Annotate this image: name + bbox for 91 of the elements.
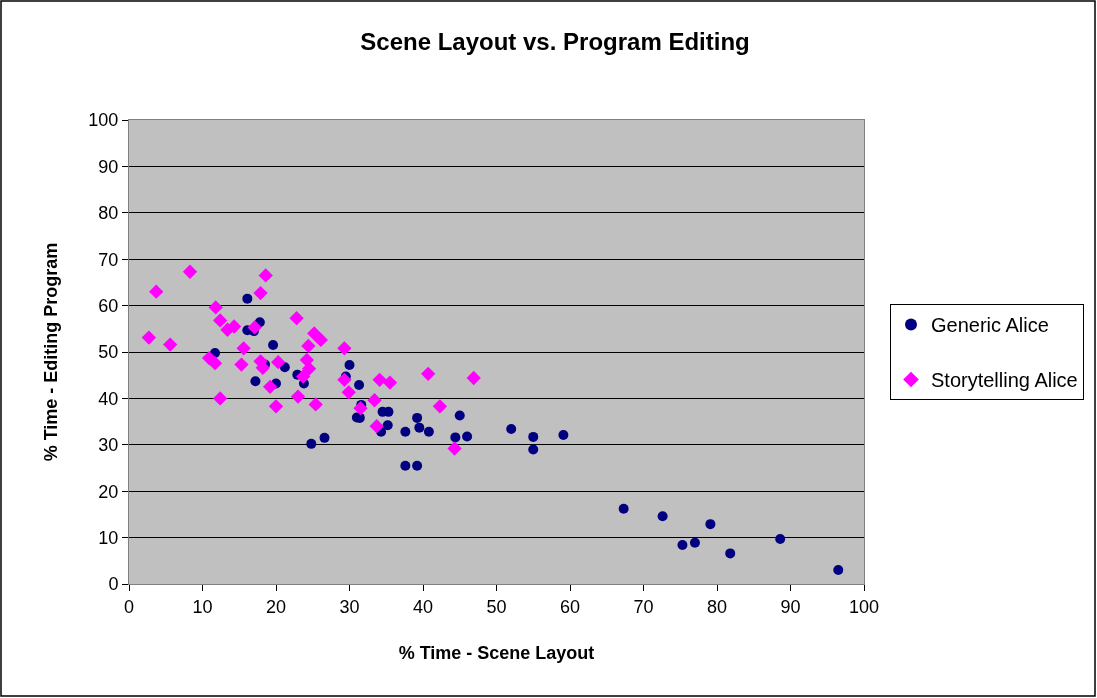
point [354, 379, 365, 390]
y-tick-label: 60 [98, 295, 119, 316]
point [506, 424, 517, 435]
point [382, 420, 393, 431]
point [208, 300, 223, 315]
point [344, 359, 355, 370]
x-tick-label: 20 [265, 596, 287, 617]
point [528, 444, 539, 455]
point [412, 412, 423, 423]
x-tick-label: 90 [780, 596, 801, 617]
x-axis-title: % Time - Scene Layout [398, 642, 595, 663]
y-tick-label: 70 [98, 249, 119, 270]
y-tick-label: 10 [98, 527, 119, 548]
point [207, 355, 223, 371]
x-tick-label: 80 [706, 596, 728, 617]
x-tick-label: 100 [848, 596, 880, 617]
point [382, 375, 398, 390]
point [163, 337, 178, 352]
point [337, 372, 352, 387]
y-tick-label: 30 [98, 435, 119, 456]
point [182, 264, 198, 279]
point [289, 310, 304, 326]
point [369, 419, 384, 434]
x-tick-label: 0 [123, 596, 135, 617]
point [421, 366, 436, 381]
point [423, 426, 434, 437]
point [833, 565, 844, 576]
point [296, 369, 311, 384]
x-tick-label: 40 [412, 596, 434, 617]
x-tick-label: 60 [559, 596, 581, 617]
chart-title: Scene Layout vs. Program Editing [360, 28, 750, 56]
point [367, 393, 382, 408]
y-tick-label: 40 [98, 388, 119, 409]
point [306, 438, 317, 449]
point [677, 540, 688, 551]
point [558, 430, 569, 441]
point [400, 426, 411, 437]
point [528, 431, 539, 442]
point [253, 285, 268, 301]
y-tick-label: 80 [98, 203, 119, 224]
y-tick-label: 100 [88, 110, 119, 131]
point [462, 431, 473, 442]
point [775, 533, 786, 544]
x-tick-label: 30 [339, 596, 360, 617]
point [141, 330, 156, 345]
point [337, 341, 352, 356]
y-tick-label: 0 [108, 574, 119, 595]
point [212, 313, 228, 328]
legend-label: Storytelling Alice [931, 369, 1078, 392]
y-tick-label: 20 [98, 481, 119, 502]
point [341, 385, 356, 400]
x-tick-label: 50 [486, 596, 507, 617]
point [450, 432, 461, 443]
point [247, 320, 262, 335]
point [447, 441, 462, 456]
point [271, 355, 286, 370]
point [353, 400, 368, 416]
point [466, 370, 481, 386]
point [242, 293, 253, 304]
point [705, 519, 716, 530]
point [212, 391, 228, 406]
x-tick-label: 10 [192, 596, 213, 617]
y-tick-label: 90 [98, 156, 119, 177]
point [290, 389, 306, 404]
point [618, 503, 629, 514]
x-tick-label: 70 [633, 596, 654, 617]
point [319, 432, 330, 443]
point [400, 460, 411, 471]
point [268, 399, 284, 414]
point [301, 338, 316, 354]
point [308, 397, 323, 412]
point [313, 332, 328, 348]
point [372, 372, 387, 387]
y-axis-title: % Time - Editing Program [40, 242, 61, 462]
point [262, 379, 278, 394]
point [149, 284, 164, 299]
legend-label: Generic Alice [931, 314, 1049, 337]
point [236, 341, 251, 356]
point [268, 340, 279, 351]
point [657, 511, 668, 522]
point [432, 399, 448, 414]
point [454, 410, 465, 421]
point [234, 357, 249, 372]
point [250, 376, 261, 387]
point [258, 268, 273, 283]
point [414, 422, 425, 433]
point [301, 361, 317, 376]
point [725, 548, 736, 559]
y-tick-label: 50 [98, 342, 119, 363]
point [412, 460, 423, 471]
point [689, 537, 700, 548]
